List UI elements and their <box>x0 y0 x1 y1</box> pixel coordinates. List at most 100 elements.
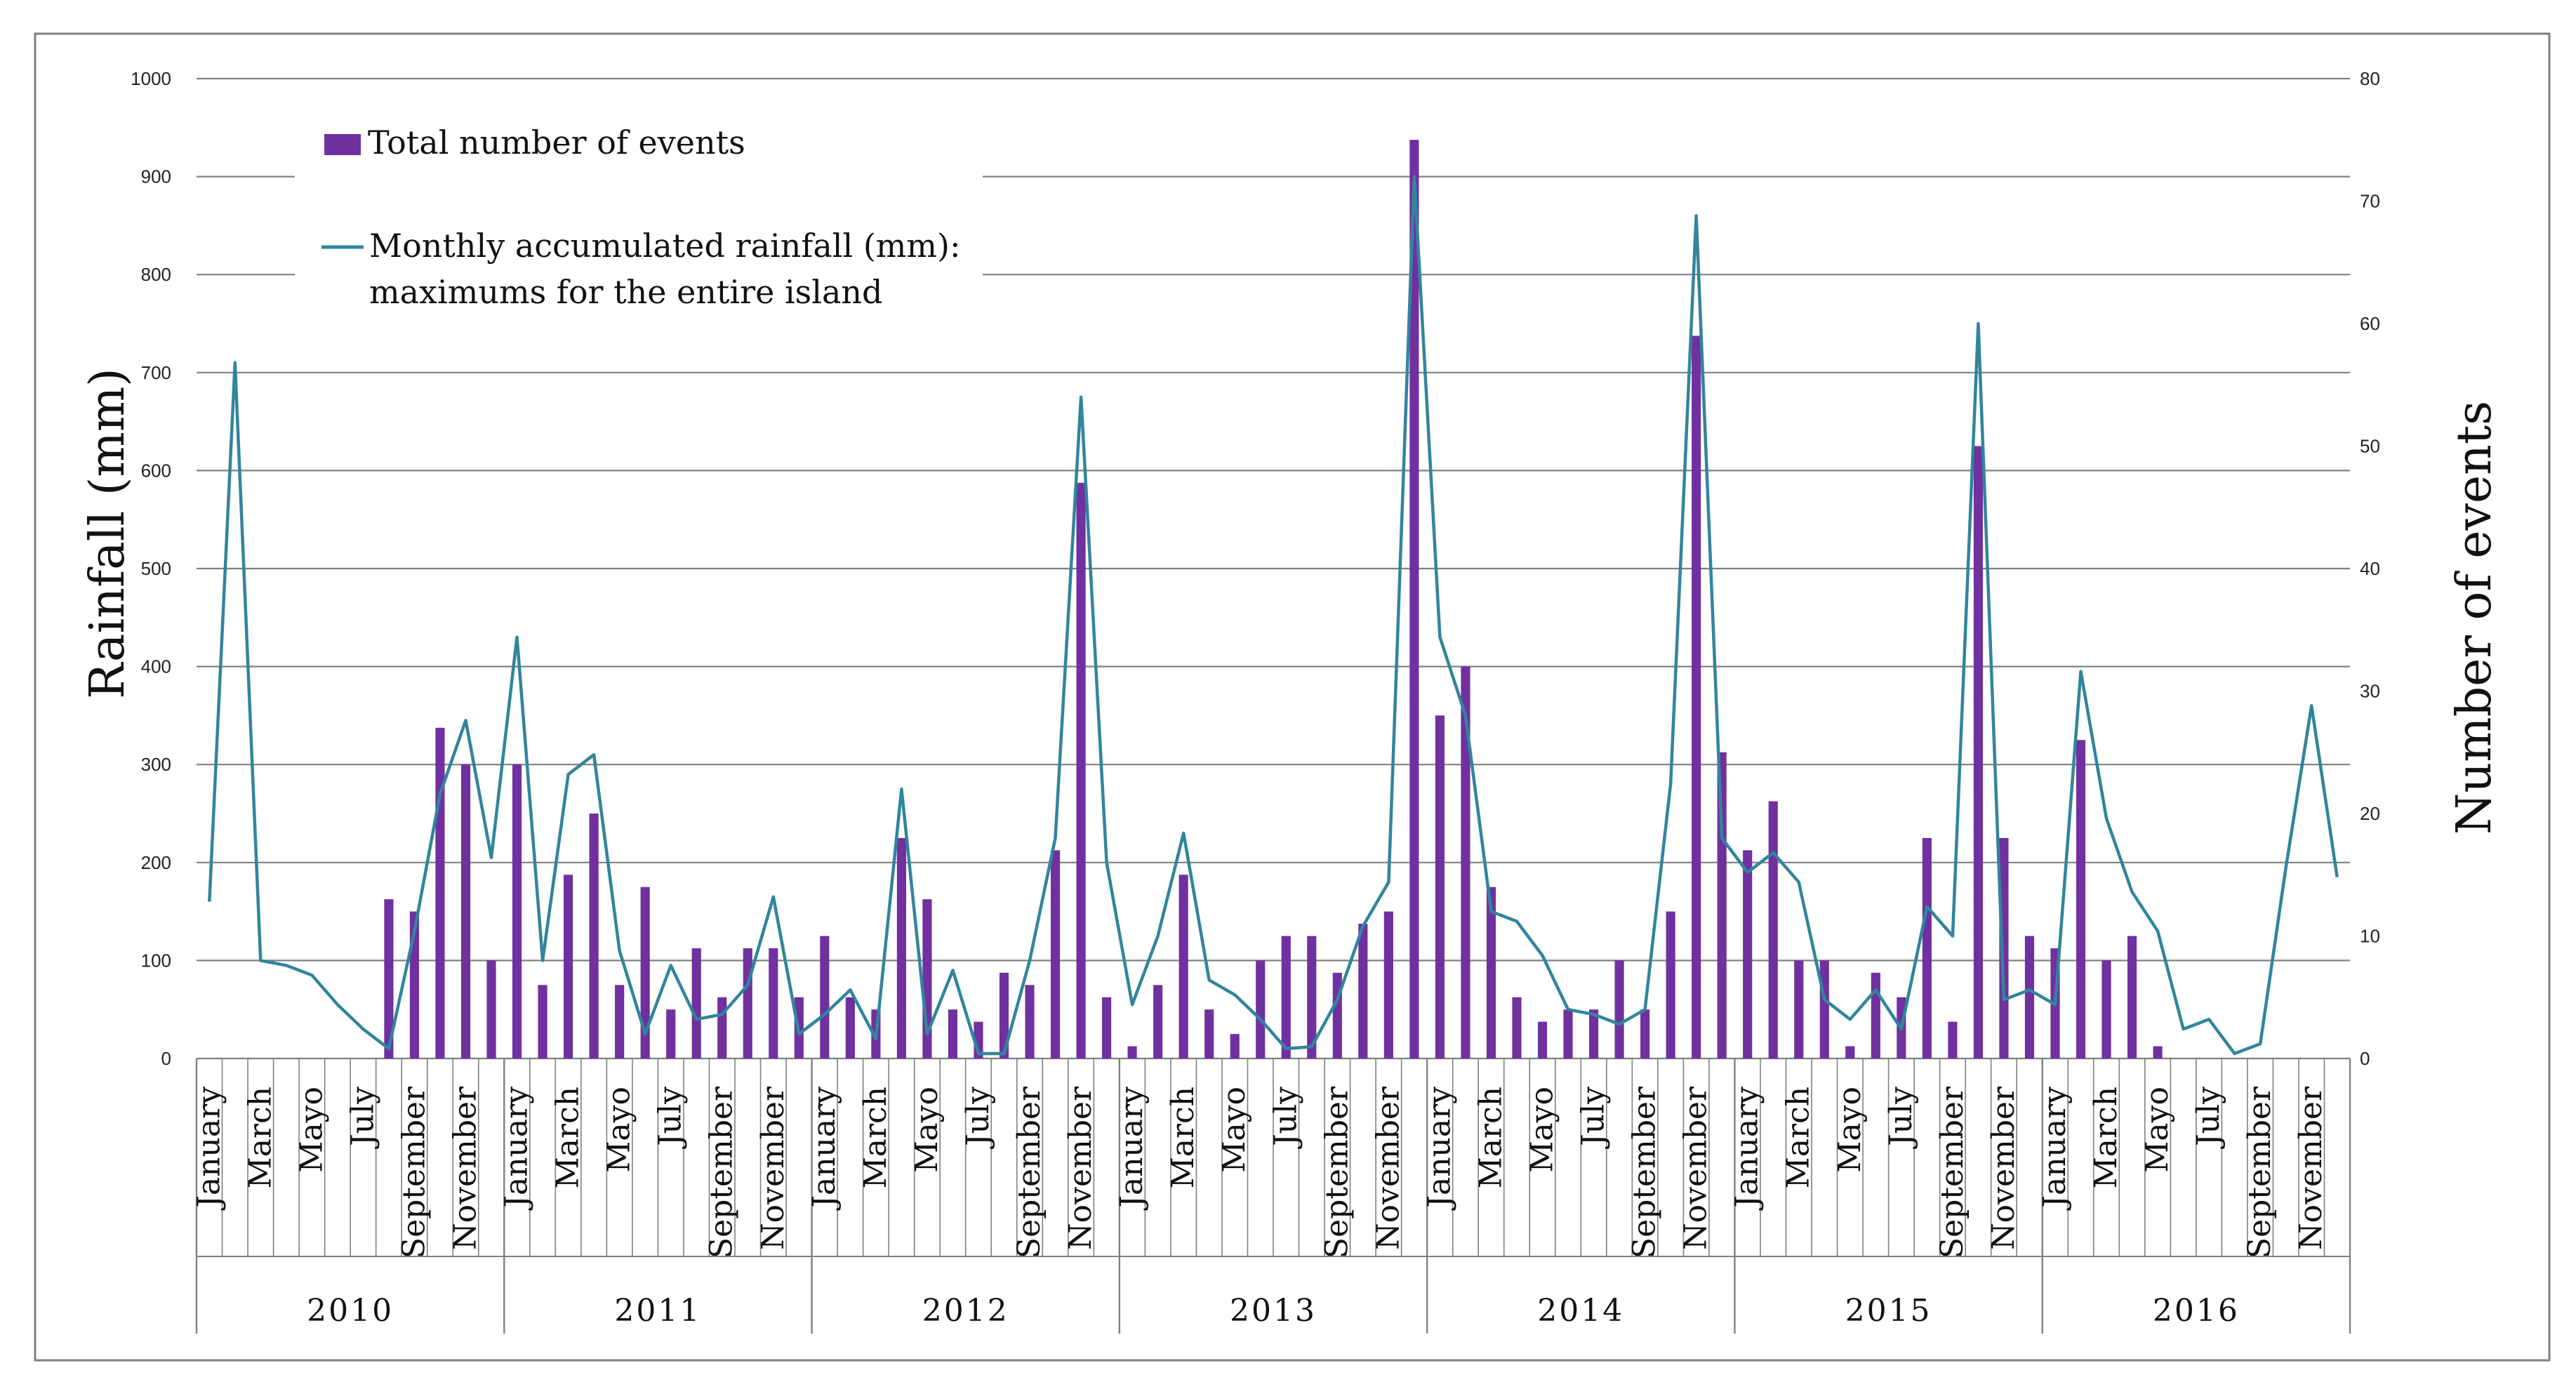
y-tick-label-left: 200 <box>141 852 171 873</box>
y-tick-label-right: 50 <box>2360 436 2380 457</box>
event-bar <box>1819 960 1829 1058</box>
x-tick-label-month: July <box>345 1087 380 1149</box>
legend-bar-swatch <box>324 134 361 155</box>
event-bar <box>1999 837 2009 1058</box>
y-tick-label-left: 100 <box>141 950 171 971</box>
x-tick-label-month: November <box>1370 1086 1406 1250</box>
event-bar <box>512 764 522 1058</box>
x-tick-label-month: November <box>2293 1086 2329 1250</box>
y-tick-label-right: 30 <box>2360 681 2380 702</box>
event-bar <box>589 814 599 1058</box>
y-axis-title-right: Number of events <box>2447 401 2502 835</box>
event-bar <box>1050 850 1061 1058</box>
event-bar <box>1153 985 1163 1058</box>
event-bar <box>1179 875 1188 1058</box>
event-bar <box>1973 446 1983 1058</box>
event-bar <box>820 936 830 1058</box>
event-bar <box>1666 911 1675 1058</box>
y-tick-label-right: 10 <box>2360 926 2380 947</box>
event-bar <box>1076 482 1086 1058</box>
x-tick-label-month: July <box>1883 1087 1919 1149</box>
event-bar <box>1717 752 1727 1058</box>
y-tick-label-left: 700 <box>141 362 171 383</box>
x-tick-label-month: September <box>397 1086 432 1259</box>
event-bar <box>1102 997 1112 1058</box>
x-tick-label-month: March <box>858 1087 894 1188</box>
x-tick-label-year: 2010 <box>307 1293 394 1329</box>
x-tick-label-month: July <box>1576 1087 1612 1149</box>
x-tick-label-month: March <box>2088 1087 2124 1188</box>
event-bar <box>1204 1009 1214 1058</box>
x-tick-label-month: September <box>1934 1086 1970 1259</box>
y-tick-label-right: 70 <box>2360 191 2380 212</box>
x-tick-label-month: November <box>1063 1086 1098 1250</box>
x-tick-label-month: Mayo <box>909 1087 945 1173</box>
event-bar <box>1871 972 1880 1058</box>
y-tick-label-left: 1000 <box>131 68 171 89</box>
y-tick-label-left: 900 <box>141 166 171 187</box>
event-bar <box>384 899 394 1058</box>
x-tick-label-month: January <box>1729 1087 1765 1211</box>
x-tick-label-month: March <box>550 1087 586 1188</box>
event-bar <box>1537 1021 1548 1058</box>
y-tick-label-right: 20 <box>2360 803 2380 824</box>
event-bar <box>1563 1009 1573 1058</box>
event-bar <box>1435 715 1445 1058</box>
x-tick-label-year: 2016 <box>2153 1293 2240 1329</box>
x-tick-label-month: September <box>2242 1086 2278 1259</box>
event-bar <box>1409 140 1419 1058</box>
x-tick-label-month: September <box>1319 1086 1355 1259</box>
event-bar <box>1588 1009 1599 1058</box>
y-tick-label-left: 0 <box>161 1048 171 1069</box>
event-bar <box>1948 1021 1958 1058</box>
x-tick-label-month: Mayo <box>1216 1087 1252 1173</box>
x-tick-label-month: Mayo <box>2139 1087 2175 1173</box>
y-tick-label-right: 80 <box>2360 68 2380 89</box>
event-bar <box>2024 936 2035 1058</box>
event-bar <box>1640 1009 1650 1058</box>
x-tick-label-year: 2014 <box>1537 1293 1624 1329</box>
x-tick-label-month: Mayo <box>293 1087 329 1173</box>
y-tick-label-right: 60 <box>2360 313 2380 334</box>
x-tick-label-month: January <box>191 1087 227 1211</box>
event-bar <box>1025 985 1035 1058</box>
x-tick-label-month: September <box>704 1086 740 1259</box>
x-tick-label-month: March <box>1473 1087 1509 1188</box>
event-bar <box>2153 1046 2163 1058</box>
x-tick-label-month: November <box>448 1086 484 1250</box>
x-tick-label-month: September <box>1011 1086 1047 1259</box>
x-tick-label-month: July <box>960 1087 996 1149</box>
event-bar <box>460 764 471 1058</box>
y-tick-label-right: 40 <box>2360 558 2380 579</box>
event-bar <box>2127 936 2137 1058</box>
event-bar <box>1512 997 1522 1058</box>
y-axis-title-left: Rainfall (mm) <box>80 368 135 699</box>
event-bar <box>2076 740 2086 1058</box>
event-bar <box>1743 850 1753 1058</box>
y-tick-label-left: 500 <box>141 558 171 579</box>
legend-line-label-2: maximums for the entire island <box>369 273 883 311</box>
event-bar <box>1768 801 1778 1058</box>
x-tick-label-month: Mayo <box>1832 1087 1868 1173</box>
event-bar <box>1614 960 1624 1058</box>
event-bar <box>486 960 496 1058</box>
legend-line-label: Monthly accumulated rainfall (mm): <box>369 227 960 265</box>
event-bar <box>691 948 701 1058</box>
event-bar <box>666 1009 676 1058</box>
x-tick-label-month: January <box>1114 1087 1150 1211</box>
event-bar <box>1922 837 1932 1058</box>
event-bar <box>435 727 445 1058</box>
event-bar <box>896 837 906 1058</box>
x-tick-label-month: Mayo <box>1525 1087 1560 1173</box>
event-bar <box>1256 960 1266 1058</box>
event-bar <box>1486 887 1496 1058</box>
event-bar <box>538 985 547 1058</box>
x-tick-label-month: November <box>755 1086 791 1250</box>
x-tick-label-month: January <box>1421 1087 1457 1211</box>
event-bar <box>1230 1034 1240 1058</box>
x-tick-label-year: 2013 <box>1230 1293 1317 1329</box>
x-tick-label-month: November <box>1986 1086 2021 1250</box>
event-bar <box>1692 336 1701 1059</box>
x-tick-label-year: 2015 <box>1845 1293 1932 1329</box>
